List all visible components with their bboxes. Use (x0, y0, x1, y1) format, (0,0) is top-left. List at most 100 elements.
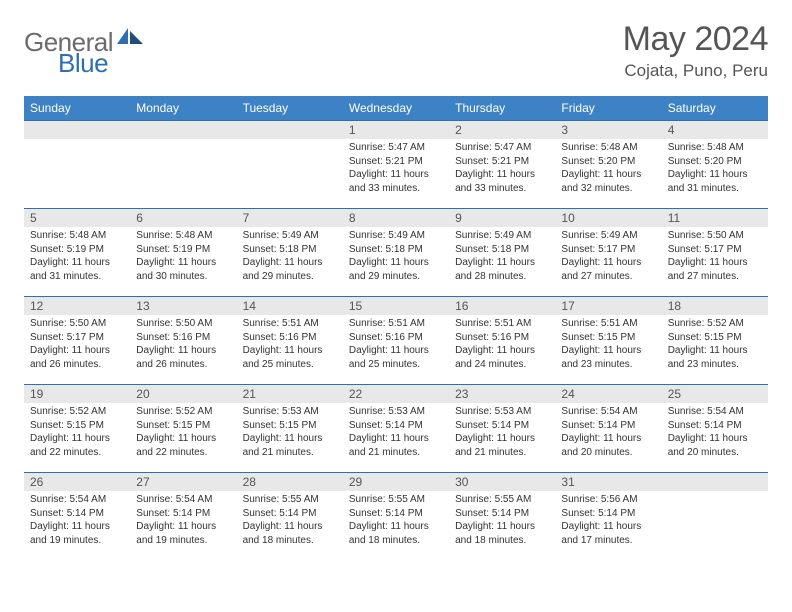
day-detail-line: and 20 minutes. (561, 446, 655, 460)
day-details: Sunrise: 5:48 AMSunset: 5:20 PMDaylight:… (555, 139, 661, 197)
day-number: 1 (343, 121, 449, 139)
day-detail-line: Daylight: 11 hours (668, 344, 762, 358)
day-details: Sunrise: 5:49 AMSunset: 5:18 PMDaylight:… (237, 227, 343, 285)
day-details: Sunrise: 5:54 AMSunset: 5:14 PMDaylight:… (555, 403, 661, 461)
day-detail-line: and 28 minutes. (455, 270, 549, 284)
day-number: 29 (343, 473, 449, 491)
day-number: 21 (237, 385, 343, 403)
calendar-day-cell: 29Sunrise: 5:55 AMSunset: 5:14 PMDayligh… (343, 473, 449, 561)
day-details: Sunrise: 5:49 AMSunset: 5:18 PMDaylight:… (449, 227, 555, 285)
day-details: Sunrise: 5:49 AMSunset: 5:18 PMDaylight:… (343, 227, 449, 285)
day-number: 16 (449, 297, 555, 315)
calendar-day-cell: 8Sunrise: 5:49 AMSunset: 5:18 PMDaylight… (343, 209, 449, 297)
day-detail-line: Daylight: 11 hours (243, 344, 337, 358)
calendar-day-cell: 28Sunrise: 5:55 AMSunset: 5:14 PMDayligh… (237, 473, 343, 561)
calendar-day-cell: 26Sunrise: 5:54 AMSunset: 5:14 PMDayligh… (24, 473, 130, 561)
day-details (130, 139, 236, 143)
calendar-week-row: 1Sunrise: 5:47 AMSunset: 5:21 PMDaylight… (24, 121, 768, 209)
day-detail-line: Sunrise: 5:48 AM (561, 141, 655, 155)
day-number: 19 (24, 385, 130, 403)
calendar-table: SundayMondayTuesdayWednesdayThursdayFrid… (24, 96, 768, 560)
day-detail-line: Sunset: 5:14 PM (455, 419, 549, 433)
day-detail-line: Sunset: 5:15 PM (561, 331, 655, 345)
day-detail-line: and 22 minutes. (136, 446, 230, 460)
day-detail-line: Sunset: 5:21 PM (349, 155, 443, 169)
day-detail-line: Sunrise: 5:50 AM (30, 317, 124, 331)
calendar-day-cell: 31Sunrise: 5:56 AMSunset: 5:14 PMDayligh… (555, 473, 661, 561)
calendar-day-cell: 30Sunrise: 5:55 AMSunset: 5:14 PMDayligh… (449, 473, 555, 561)
day-number (24, 121, 130, 139)
day-detail-line: and 20 minutes. (668, 446, 762, 460)
day-details: Sunrise: 5:54 AMSunset: 5:14 PMDaylight:… (24, 491, 130, 549)
day-detail-line: Daylight: 11 hours (668, 256, 762, 270)
day-detail-line: Daylight: 11 hours (561, 432, 655, 446)
day-details: Sunrise: 5:50 AMSunset: 5:17 PMDaylight:… (662, 227, 768, 285)
day-details: Sunrise: 5:48 AMSunset: 5:19 PMDaylight:… (130, 227, 236, 285)
day-detail-line: Sunrise: 5:47 AM (455, 141, 549, 155)
calendar-day-cell: 7Sunrise: 5:49 AMSunset: 5:18 PMDaylight… (237, 209, 343, 297)
day-detail-line: and 33 minutes. (455, 182, 549, 196)
day-detail-line: and 31 minutes. (668, 182, 762, 196)
day-number: 18 (662, 297, 768, 315)
day-detail-line: and 26 minutes. (136, 358, 230, 372)
calendar-day-cell: 17Sunrise: 5:51 AMSunset: 5:15 PMDayligh… (555, 297, 661, 385)
calendar-day-cell: 19Sunrise: 5:52 AMSunset: 5:15 PMDayligh… (24, 385, 130, 473)
day-number: 5 (24, 209, 130, 227)
calendar-day-cell: 18Sunrise: 5:52 AMSunset: 5:15 PMDayligh… (662, 297, 768, 385)
calendar-day-cell: 20Sunrise: 5:52 AMSunset: 5:15 PMDayligh… (130, 385, 236, 473)
day-number: 4 (662, 121, 768, 139)
day-detail-line: Daylight: 11 hours (136, 256, 230, 270)
day-detail-line: and 23 minutes. (561, 358, 655, 372)
day-details: Sunrise: 5:51 AMSunset: 5:15 PMDaylight:… (555, 315, 661, 373)
calendar-day-cell: 14Sunrise: 5:51 AMSunset: 5:16 PMDayligh… (237, 297, 343, 385)
day-number: 9 (449, 209, 555, 227)
day-detail-line: Sunrise: 5:50 AM (668, 229, 762, 243)
calendar-day-cell: 11Sunrise: 5:50 AMSunset: 5:17 PMDayligh… (662, 209, 768, 297)
day-details: Sunrise: 5:52 AMSunset: 5:15 PMDaylight:… (130, 403, 236, 461)
title-block: May 2024 Cojata, Puno, Peru (623, 20, 768, 81)
day-detail-line: Daylight: 11 hours (243, 256, 337, 270)
day-number: 25 (662, 385, 768, 403)
calendar-day-cell: 21Sunrise: 5:53 AMSunset: 5:15 PMDayligh… (237, 385, 343, 473)
calendar-week-row: 19Sunrise: 5:52 AMSunset: 5:15 PMDayligh… (24, 385, 768, 473)
day-detail-line: Sunset: 5:14 PM (561, 507, 655, 521)
day-detail-line: Sunrise: 5:49 AM (243, 229, 337, 243)
day-number: 23 (449, 385, 555, 403)
day-detail-line: Daylight: 11 hours (136, 432, 230, 446)
day-header: Wednesday (343, 96, 449, 121)
day-detail-line: Sunrise: 5:54 AM (668, 405, 762, 419)
day-detail-line: and 17 minutes. (561, 534, 655, 548)
day-detail-line: Sunset: 5:14 PM (561, 419, 655, 433)
day-detail-line: Sunrise: 5:55 AM (243, 493, 337, 507)
day-detail-line: Sunrise: 5:49 AM (455, 229, 549, 243)
day-details: Sunrise: 5:48 AMSunset: 5:20 PMDaylight:… (662, 139, 768, 197)
day-detail-line: Sunset: 5:18 PM (455, 243, 549, 257)
day-detail-line: and 29 minutes. (349, 270, 443, 284)
day-detail-line: Sunrise: 5:51 AM (243, 317, 337, 331)
day-detail-line: Daylight: 11 hours (561, 520, 655, 534)
calendar-week-row: 5Sunrise: 5:48 AMSunset: 5:19 PMDaylight… (24, 209, 768, 297)
day-detail-line: Sunrise: 5:52 AM (136, 405, 230, 419)
day-detail-line: and 31 minutes. (30, 270, 124, 284)
day-details: Sunrise: 5:49 AMSunset: 5:17 PMDaylight:… (555, 227, 661, 285)
day-detail-line: Sunset: 5:19 PM (136, 243, 230, 257)
day-detail-line: Sunset: 5:20 PM (561, 155, 655, 169)
logo-sails-icon (117, 26, 145, 51)
day-header: Thursday (449, 96, 555, 121)
day-header: Saturday (662, 96, 768, 121)
calendar-day-cell: 1Sunrise: 5:47 AMSunset: 5:21 PMDaylight… (343, 121, 449, 209)
day-details (662, 491, 768, 495)
day-detail-line: Sunrise: 5:55 AM (455, 493, 549, 507)
calendar-day-cell: 12Sunrise: 5:50 AMSunset: 5:17 PMDayligh… (24, 297, 130, 385)
day-number: 24 (555, 385, 661, 403)
calendar-day-cell: 13Sunrise: 5:50 AMSunset: 5:16 PMDayligh… (130, 297, 236, 385)
calendar-day-cell: 5Sunrise: 5:48 AMSunset: 5:19 PMDaylight… (24, 209, 130, 297)
day-details: Sunrise: 5:54 AMSunset: 5:14 PMDaylight:… (130, 491, 236, 549)
day-detail-line: Daylight: 11 hours (349, 256, 443, 270)
day-details: Sunrise: 5:53 AMSunset: 5:14 PMDaylight:… (449, 403, 555, 461)
logo-text-blue-wrap: Blue (60, 48, 108, 79)
day-details: Sunrise: 5:52 AMSunset: 5:15 PMDaylight:… (24, 403, 130, 461)
day-number (237, 121, 343, 139)
day-details: Sunrise: 5:51 AMSunset: 5:16 PMDaylight:… (449, 315, 555, 373)
day-number: 6 (130, 209, 236, 227)
